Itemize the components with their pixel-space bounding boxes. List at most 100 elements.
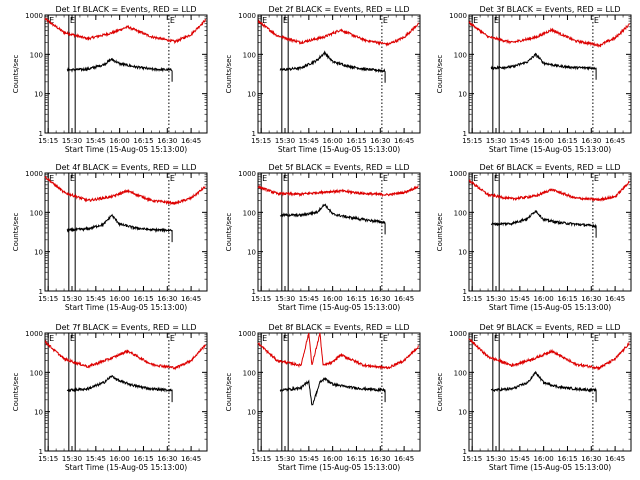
y-tick-label: 1000	[449, 12, 467, 20]
chart-panel-4: Det 4f BLACK = Events, RED = LLD 1 10 100 10…	[12, 163, 208, 312]
time-marker-label: E	[494, 16, 499, 25]
y-axis-label: Counts/sec	[436, 213, 444, 252]
x-tick-label: 15:45	[86, 295, 106, 303]
x-axis-label: Start Time (15-Aug-05 15:13:00)	[489, 145, 611, 154]
plot-frame	[468, 14, 632, 134]
y-tick-label: 100	[454, 209, 467, 217]
chart-panel-8: Det 8f BLACK = Events, RED = LLD 1 10 100 10…	[225, 323, 421, 472]
y-tick-label: 1	[39, 130, 43, 138]
y-axis-label: Counts/sec	[12, 55, 20, 94]
x-tick-label: 15:45	[510, 137, 530, 145]
x-axis-label: Start Time (15-Aug-05 15:13:00)	[65, 303, 187, 312]
x-axis-label: Start Time (15-Aug-05 15:13:00)	[65, 463, 187, 472]
x-tick-label: 16:15	[557, 455, 577, 463]
y-tick-label: 1	[463, 130, 467, 138]
y-tick-label: 1	[252, 448, 256, 456]
series-line-events	[279, 50, 386, 83]
x-tick-label: 15:45	[510, 295, 530, 303]
x-tick-label: 16:00	[534, 295, 554, 303]
x-tick-label: 16:30	[581, 137, 601, 145]
time-marker-label: E	[49, 16, 54, 25]
panel-title: Det 6f BLACK = Events, RED = LLD	[479, 163, 620, 172]
x-tick-label: 15:30	[275, 295, 295, 303]
chart-panel-1: Det 1f BLACK = Events, RED = LLD 1 10 100 10…	[12, 5, 208, 154]
y-axis-label: Counts/sec	[12, 373, 20, 412]
x-tick-label: 16:00	[534, 455, 554, 463]
time-marker-label: E	[594, 334, 599, 343]
x-tick-label: 16:30	[581, 455, 601, 463]
y-tick-label: 10	[247, 409, 256, 417]
x-axis-label: Start Time (15-Aug-05 15:13:00)	[489, 303, 611, 312]
x-tick-label: 15:30	[275, 137, 295, 145]
plot-frame	[44, 14, 208, 134]
time-marker-label: E	[170, 174, 175, 183]
y-tick-label: 10	[34, 409, 43, 417]
y-tick-label: 1000	[449, 170, 467, 178]
x-tick-label: 15:45	[86, 455, 106, 463]
panel-title: Det 5f BLACK = Events, RED = LLD	[268, 163, 409, 172]
time-marker-label: E	[49, 334, 54, 343]
x-tick-label: 16:30	[581, 295, 601, 303]
y-tick-label: 100	[30, 51, 43, 59]
time-marker-label: E	[70, 174, 75, 183]
x-tick-label: 16:00	[323, 455, 343, 463]
time-marker-label: E	[473, 334, 478, 343]
x-tick-label: 16:45	[394, 295, 414, 303]
y-tick-label: 1	[252, 130, 256, 138]
x-tick-label: 15:15	[251, 455, 271, 463]
series-line-events	[279, 376, 386, 406]
x-tick-label: 16:45	[605, 455, 625, 463]
y-tick-label: 100	[243, 369, 256, 377]
x-tick-label: 15:45	[510, 455, 530, 463]
x-tick-label: 16:15	[346, 137, 366, 145]
series-line-lld	[468, 338, 630, 371]
y-tick-label: 100	[454, 369, 467, 377]
chart-panel-9: Det 9f BLACK = Events, RED = LLD 1 10 100 10…	[436, 323, 632, 472]
time-marker-label: E	[262, 16, 267, 25]
time-marker-label: E	[262, 174, 267, 183]
series-line-events	[490, 370, 597, 403]
x-tick-label: 15:15	[38, 137, 58, 145]
y-tick-label: 1000	[25, 330, 43, 338]
y-tick-label: 1000	[25, 170, 43, 178]
time-marker-label: E	[170, 334, 175, 343]
time-marker-label: E	[473, 174, 478, 183]
time-marker-label: E	[283, 334, 288, 343]
x-tick-label: 16:15	[557, 295, 577, 303]
y-tick-label: 1000	[238, 170, 256, 178]
series-line-events	[279, 203, 386, 235]
y-tick-label: 100	[454, 51, 467, 59]
time-marker-label: E	[383, 16, 388, 25]
x-tick-label: 15:15	[462, 455, 482, 463]
plot-frame	[44, 172, 208, 292]
time-marker-label: E	[70, 334, 75, 343]
panel-title: Det 3f BLACK = Events, RED = LLD	[479, 5, 620, 14]
x-tick-label: 16:45	[181, 295, 201, 303]
x-tick-label: 15:15	[38, 455, 58, 463]
x-tick-label: 15:30	[275, 455, 295, 463]
x-tick-label: 16:15	[133, 295, 153, 303]
time-marker-label: E	[283, 174, 288, 183]
x-tick-label: 15:15	[462, 137, 482, 145]
y-tick-label: 1	[463, 288, 467, 296]
panel-title: Det 8f BLACK = Events, RED = LLD	[268, 323, 409, 332]
chart-panel-3: Det 3f BLACK = Events, RED = LLD 1 10 100 10…	[436, 5, 632, 154]
series-line-lld	[468, 179, 630, 202]
panel-title: Det 2f BLACK = Events, RED = LLD	[268, 5, 409, 14]
time-marker-label: E	[170, 16, 175, 25]
x-tick-label: 15:45	[299, 295, 319, 303]
y-tick-label: 1000	[238, 12, 256, 20]
x-axis-label: Start Time (15-Aug-05 15:13:00)	[278, 145, 400, 154]
y-axis-label: Counts/sec	[12, 213, 20, 252]
series-line-lld	[44, 175, 206, 206]
plot-frame	[44, 332, 208, 452]
y-tick-label: 1	[39, 448, 43, 456]
x-tick-label: 16:00	[110, 295, 130, 303]
y-axis-label: Counts/sec	[225, 213, 233, 252]
x-axis-label: Start Time (15-Aug-05 15:13:00)	[489, 463, 611, 472]
series-line-lld	[257, 19, 419, 47]
x-tick-label: 16:00	[323, 295, 343, 303]
y-axis-label: Counts/sec	[225, 55, 233, 94]
chart-panel-7: Det 7f BLACK = Events, RED = LLD 1 10 100 10…	[12, 323, 208, 472]
